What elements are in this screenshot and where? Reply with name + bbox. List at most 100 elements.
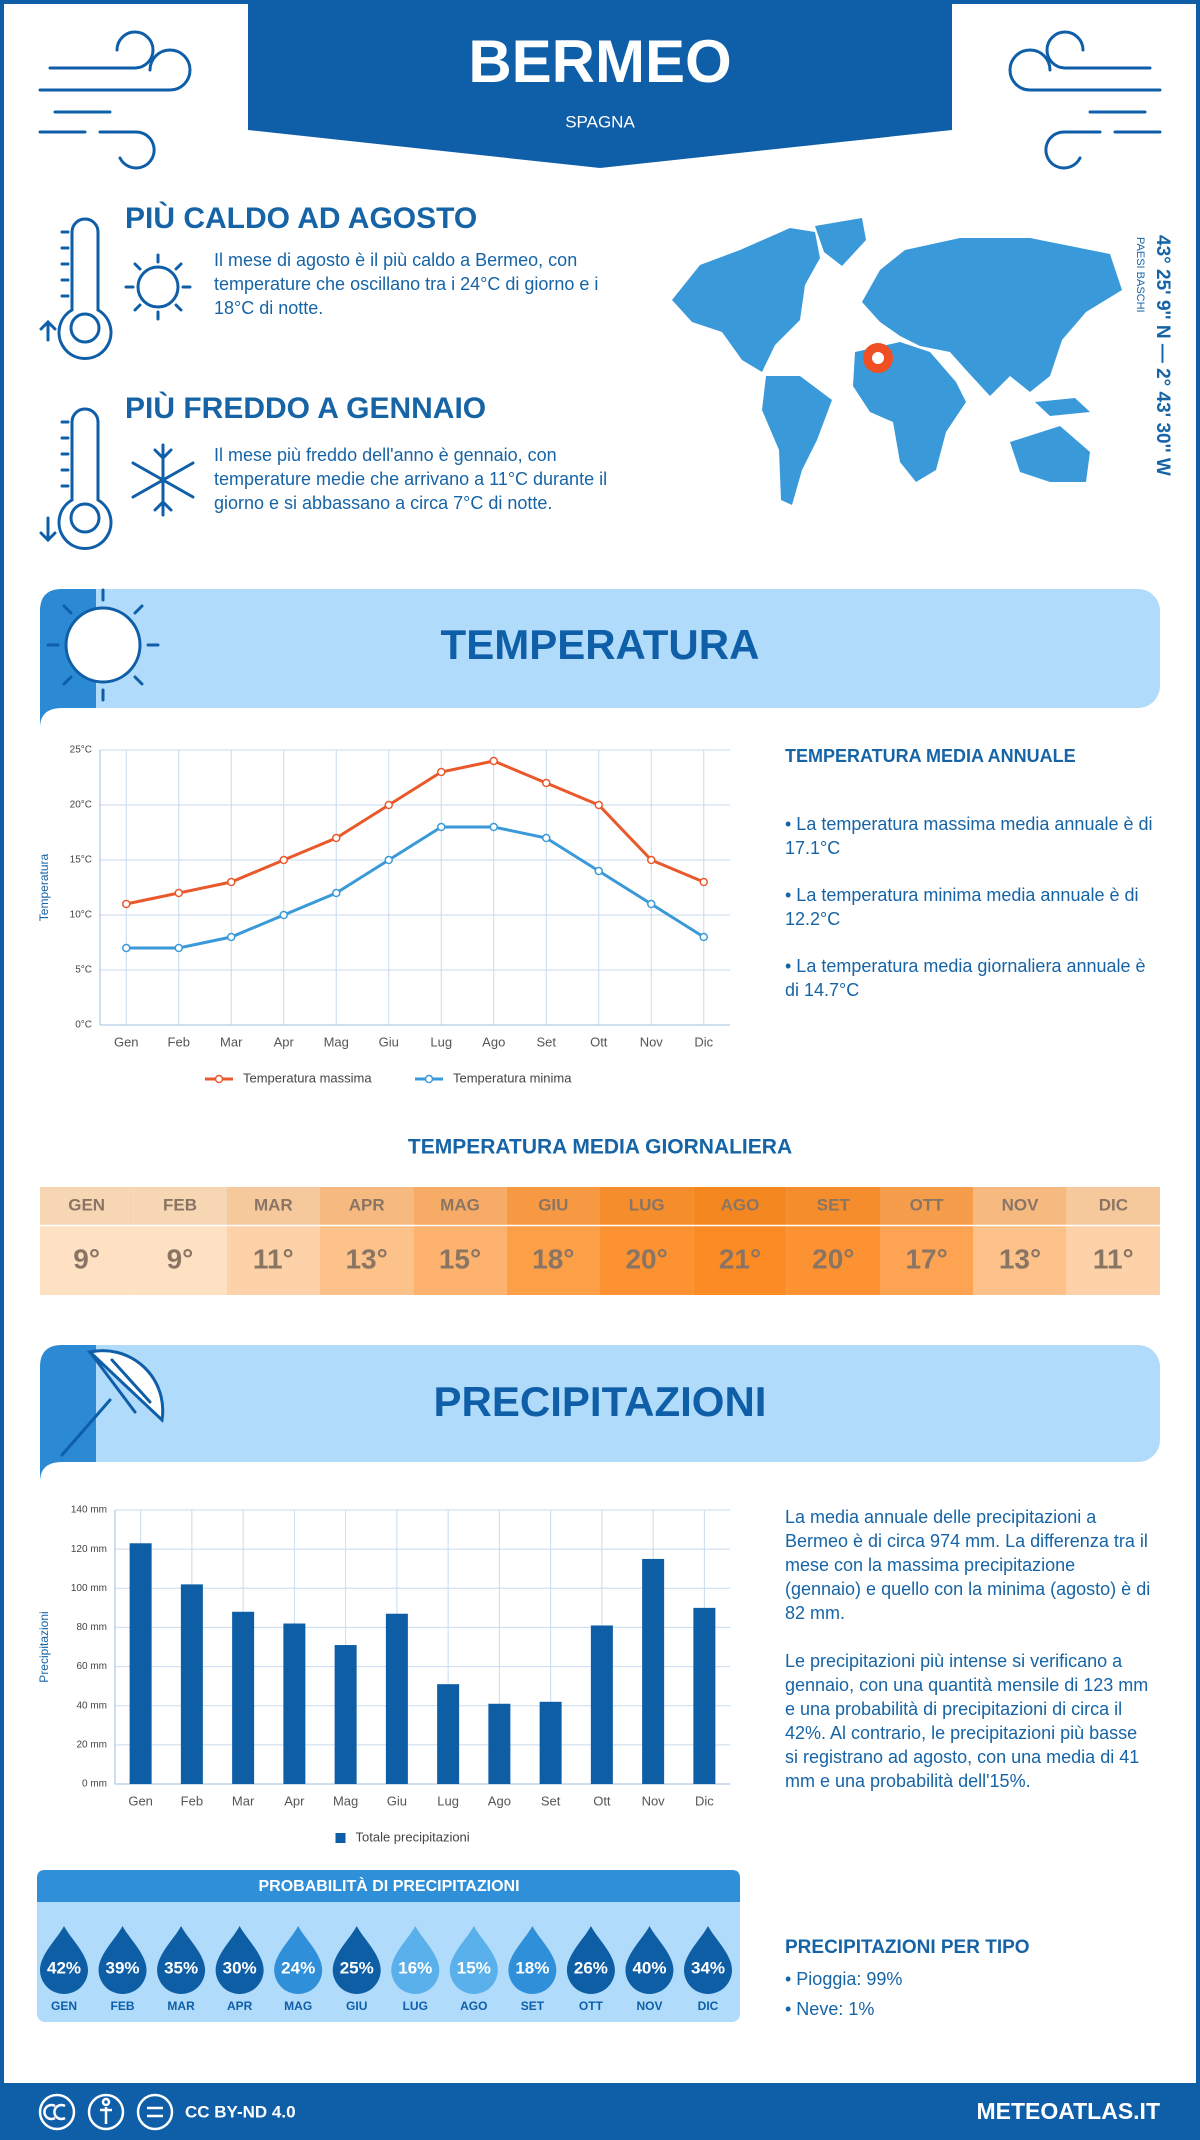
probability-label: 34% [691,1958,725,1977]
paragraph: Le precipitazioni più intense si verific… [785,1651,1149,1791]
month-cell [973,1187,1067,1225]
legend-swatch-point [424,1074,434,1084]
month-label: MAG [440,1195,480,1214]
site: METEOATLAS.IT [976,2098,1160,2124]
temperature-cell [880,1226,974,1295]
temperature-label: 18° [532,1243,574,1274]
probability-month: DIC [698,1999,719,2013]
drop [625,1926,674,1994]
probability-header [37,1870,740,1902]
banner-accent [40,1345,96,1482]
legend-swatch-point [214,1074,224,1084]
probability-label: 30% [223,1958,257,1977]
x-tick-label: Lug [430,1034,452,1049]
probability-month: MAG [284,1999,312,2013]
drop [391,1926,440,1994]
point [332,888,341,898]
temperature-cell [600,1226,694,1295]
y-axis-label: Precipitazioni [37,1611,51,1682]
x-tick-label: Nov [640,1034,664,1049]
probability-label: 24% [281,1958,315,1977]
temperature-cell [40,1226,134,1295]
y-tick-label: 120 mm [71,1544,107,1555]
temperature-label: 20° [812,1243,854,1274]
license: CC BY-ND 4.0 [185,2102,296,2121]
x-tick-label: Apr [274,1034,295,1049]
probability-label: 25% [340,1958,374,1977]
temperature-label: 13° [345,1243,387,1274]
month-cell-shade [506,1187,600,1225]
header-banner [248,0,952,168]
probability-month: NOV [636,1999,662,2013]
x-tick-label: Ott [590,1034,608,1049]
point [542,778,551,788]
temperature-cell [1066,1226,1160,1295]
x-tick-label: Ago [488,1793,511,1808]
bar [590,1625,613,1784]
temperature-label: 9° [73,1243,100,1274]
drop [332,1926,381,1994]
precip-text: La media annuale delle precipitazioni a … [785,1505,1155,1817]
x-tick-label: Gen [128,1793,153,1808]
month-label: SET [817,1195,851,1214]
bar [180,1584,203,1784]
point [437,767,446,777]
line-series [125,759,705,906]
x-tick-label: Ago [482,1034,505,1049]
point [489,756,498,766]
x-tick-label: Mar [232,1793,255,1808]
x-tick-label: Giu [387,1793,407,1808]
legend-label: Temperatura minima [453,1070,572,1085]
probability-month: APR [227,1999,253,2013]
bar [385,1613,408,1784]
bar [334,1645,357,1784]
temperature-label: 17° [905,1243,947,1274]
x-tick-label: Apr [284,1793,305,1808]
probability-month: GIU [346,1999,367,2013]
month-label: FEB [163,1195,197,1214]
temperature-cell [506,1226,600,1295]
section-banner [40,1345,1160,1462]
probability-box [37,1870,740,2022]
point [227,932,236,942]
footer [0,2083,1200,2140]
y-tick-label: 15°C [70,855,92,866]
highlight-heading: PIÙ CALDO AD AGOSTO [125,201,477,235]
temperature-cell [693,1226,787,1295]
point [384,800,393,810]
region: PAESI BASCHI [1134,237,1146,313]
legend-swatch [335,1833,346,1843]
point [699,877,708,887]
bar [488,1703,511,1784]
section-title: TEMPERATURA [441,621,760,668]
probability-month: SET [521,1999,545,2013]
month-cell [880,1187,974,1225]
daily-heading: TEMPERATURA MEDIA GIORNALIERA [408,1136,792,1159]
bar [437,1684,460,1784]
type-item: • Pioggia: 99% [785,1969,902,1989]
bar [283,1623,306,1784]
point [279,855,288,865]
drop [98,1926,147,1994]
probability-label: 42% [47,1958,81,1977]
y-tick-label: 20°C [70,800,92,811]
month-cell [506,1187,600,1225]
annual-heading: TEMPERATURA MEDIA ANNUALE [785,746,1076,766]
month-cell-shade [880,1187,974,1225]
cold-icon [39,407,195,550]
month-cell [40,1187,134,1225]
temperature-label: 20° [625,1243,667,1274]
temperature-label: 21° [719,1243,761,1274]
month-cell [693,1187,787,1225]
point [332,833,341,843]
x-tick-label: Giu [379,1034,399,1049]
x-tick-label: Mag [324,1034,349,1049]
daily-table: GEN 9° FEB 9° MAR 11° APR 13° MAG 15° GIU 18° LUG 20°… [40,1187,1160,1295]
month-label: OTT [910,1195,945,1214]
y-tick-label: 60 mm [76,1661,107,1672]
temperature-label: 15° [439,1243,481,1274]
month-label: MAR [254,1195,293,1214]
coordinates: 43° 25' 9'' N — 2° 43' 30'' W [1152,235,1173,476]
